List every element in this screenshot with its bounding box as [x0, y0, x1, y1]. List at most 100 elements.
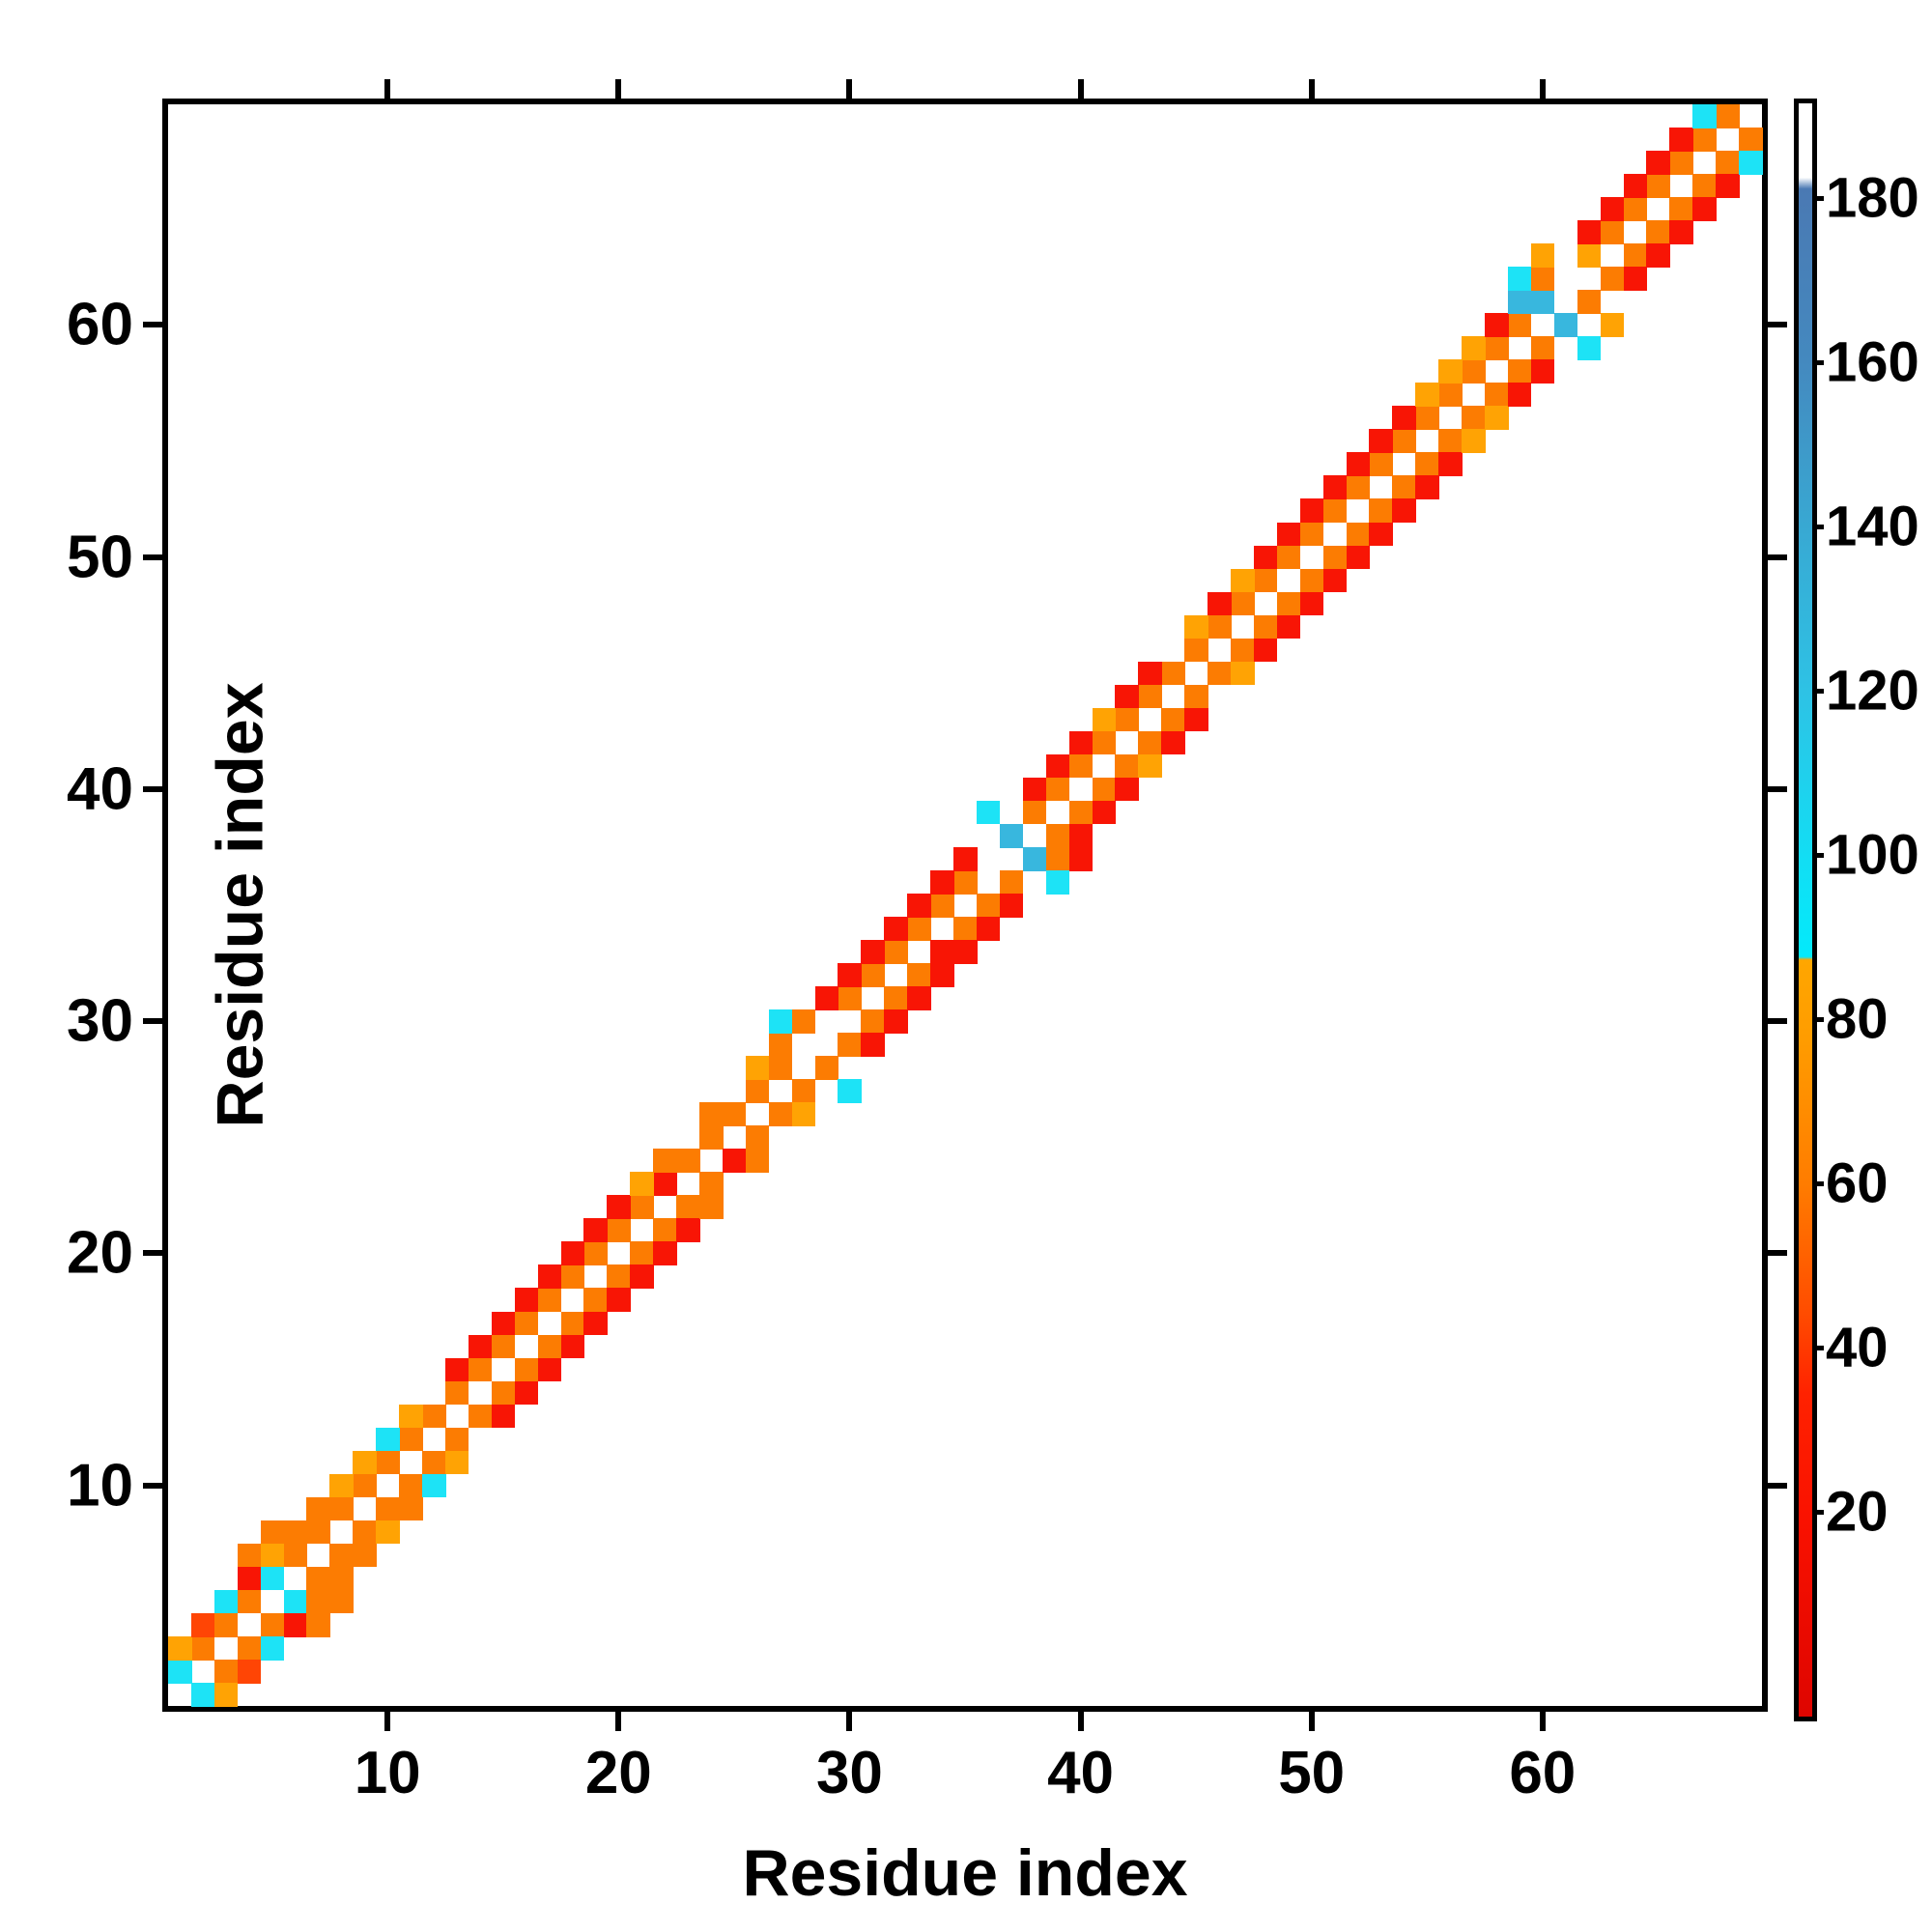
heatmap-cell — [329, 1473, 354, 1498]
heatmap-cell — [213, 1589, 239, 1614]
heatmap-cell — [1022, 846, 1047, 871]
heatmap-cell — [907, 917, 931, 941]
heatmap-cell — [722, 1149, 747, 1173]
y-tick-label: 40 — [67, 755, 133, 823]
heatmap-cell — [676, 1149, 700, 1173]
x-tick-label: 30 — [815, 1740, 883, 1806]
heatmap-cell — [237, 1589, 262, 1614]
heatmap-cell — [699, 1125, 724, 1150]
heatmap-cell — [1392, 429, 1416, 454]
heatmap-cell — [722, 1102, 747, 1126]
heatmap-cell — [1231, 638, 1255, 663]
heatmap-cell — [1462, 429, 1486, 454]
heatmap-cell — [468, 1334, 493, 1359]
heatmap-cell — [444, 1427, 469, 1452]
y-tick-mark — [143, 1018, 162, 1025]
heatmap-cell — [306, 1612, 330, 1637]
heatmap-cell — [1138, 753, 1162, 779]
heatmap-cell — [1045, 753, 1070, 779]
heatmap-cell — [1346, 475, 1371, 500]
heatmap-cell — [353, 1543, 377, 1568]
heatmap-cell — [1716, 151, 1740, 175]
heatmap-cell — [953, 869, 978, 895]
colorbar-tick-label: 140 — [1826, 495, 1919, 558]
heatmap-cell — [1462, 406, 1486, 430]
heatmap-cell — [560, 1241, 585, 1266]
heatmap-cell — [745, 1125, 770, 1150]
heatmap-cell — [1068, 823, 1094, 848]
heatmap-cell — [1462, 336, 1486, 360]
x-tick-mark-top — [1077, 79, 1084, 99]
heatmap-cell — [791, 1009, 816, 1034]
heatmap-cell — [1276, 614, 1301, 639]
heatmap-cell — [491, 1334, 516, 1359]
heatmap-cell — [1669, 197, 1693, 221]
heatmap-cell — [190, 1612, 215, 1637]
heatmap-cell — [560, 1264, 585, 1290]
heatmap-cell — [1438, 429, 1463, 454]
heatmap-cell — [1231, 591, 1255, 616]
heatmap-cell — [537, 1264, 562, 1290]
heatmap-cell — [884, 940, 908, 964]
heatmap-cell — [1438, 359, 1463, 384]
heatmap-cell — [1485, 383, 1509, 407]
y-tick-label: 10 — [67, 1452, 133, 1520]
colorbar-tick-mark — [1812, 1509, 1824, 1515]
y-tick-mark-right — [1768, 322, 1787, 328]
heatmap-cell — [1369, 429, 1393, 454]
heatmap-cell — [1716, 174, 1740, 198]
heatmap-cell — [306, 1496, 330, 1521]
heatmap-cell — [1299, 522, 1324, 547]
heatmap-cell — [444, 1357, 469, 1382]
y-tick-label: 20 — [67, 1219, 133, 1287]
heatmap-cell — [1415, 452, 1439, 477]
heatmap-cell — [1253, 568, 1278, 593]
heatmap-cell — [168, 1659, 192, 1684]
heatmap-cell — [1299, 498, 1324, 524]
heatmap-cell — [1138, 661, 1162, 686]
heatmap-cell — [930, 893, 954, 918]
heatmap-cell — [768, 1009, 793, 1034]
heatmap-cell — [1438, 383, 1463, 407]
colorbar-tick-label: 20 — [1826, 1480, 1889, 1544]
heatmap-cell — [1253, 638, 1278, 663]
heatmap-cell — [1530, 243, 1555, 268]
y-tick-mark — [143, 785, 162, 792]
heatmap-cell — [1415, 475, 1439, 500]
heatmap-cell — [1208, 614, 1232, 639]
heatmap-cell — [814, 986, 839, 1010]
heatmap-cell — [1507, 359, 1532, 384]
heatmap-cell — [1115, 753, 1139, 779]
heatmap-cell — [653, 1149, 677, 1173]
heatmap-cell — [399, 1427, 423, 1452]
heatmap-cell — [491, 1311, 516, 1336]
heatmap-cell — [514, 1380, 539, 1406]
heatmap-cell — [1530, 290, 1555, 314]
heatmap-cell — [814, 1056, 839, 1080]
heatmap-cell — [1369, 522, 1393, 547]
x-tick-mark-top — [615, 79, 622, 99]
heatmap-cell — [1600, 220, 1625, 244]
heatmap-cell — [1045, 777, 1070, 802]
heatmap-cell — [1692, 174, 1717, 198]
y-tick-mark-right — [1768, 1018, 1787, 1025]
heatmap-cell — [376, 1450, 400, 1475]
heatmap-cell — [791, 1079, 816, 1103]
heatmap-cell — [907, 893, 931, 918]
heatmap-cell — [190, 1635, 215, 1661]
heatmap-cell — [607, 1195, 631, 1219]
heatmap-cell — [1253, 614, 1278, 639]
colorbar-tick-label: 180 — [1826, 166, 1919, 230]
heatmap-cell — [1415, 406, 1439, 430]
heatmap-cell — [1369, 498, 1393, 524]
heatmap-cell — [745, 1079, 770, 1103]
heatmap-cell — [861, 963, 885, 987]
heatmap-cell — [491, 1404, 516, 1429]
heatmap-cell — [1092, 800, 1117, 825]
heatmap-cell — [583, 1218, 608, 1243]
heatmap-cell — [468, 1357, 493, 1382]
heatmap-cell — [329, 1589, 354, 1614]
heatmap-cell — [1507, 383, 1532, 407]
heatmap-cell — [1669, 128, 1693, 152]
heatmap-cell — [1092, 777, 1117, 802]
